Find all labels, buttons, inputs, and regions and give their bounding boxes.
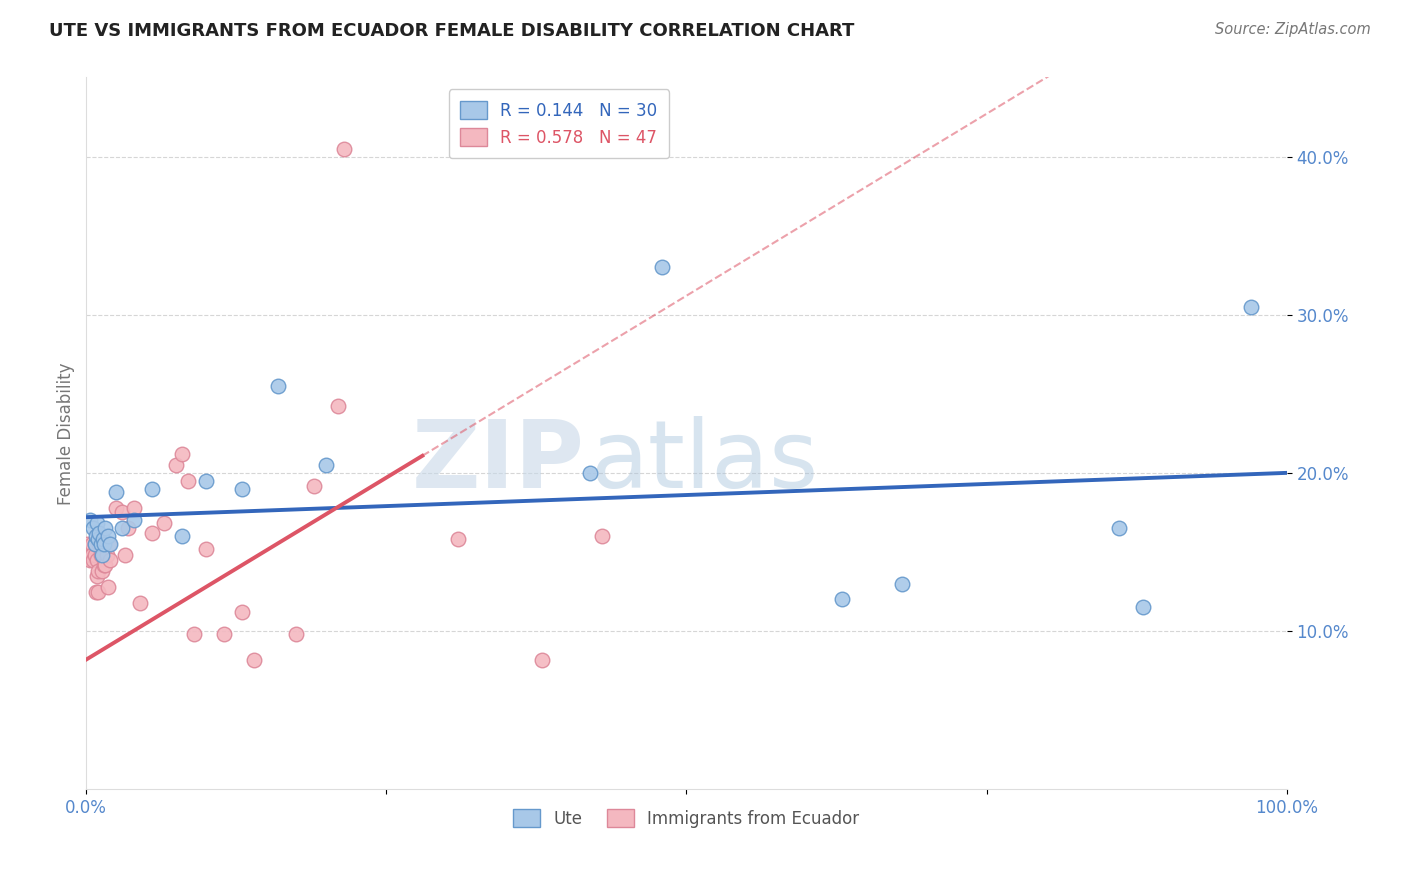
Point — [86, 568, 108, 582]
Point — [141, 482, 163, 496]
Point — [87, 584, 110, 599]
Point — [91, 533, 114, 547]
Point — [86, 553, 108, 567]
Point — [94, 521, 117, 535]
Point — [165, 458, 187, 472]
Point — [1108, 521, 1130, 535]
Point — [89, 526, 111, 541]
Point — [591, 529, 613, 543]
Point — [90, 548, 112, 562]
Point — [83, 537, 105, 551]
Legend: Ute, Immigrants from Ecuador: Ute, Immigrants from Ecuador — [506, 802, 866, 834]
Point — [94, 558, 117, 572]
Point — [285, 627, 308, 641]
Point — [531, 652, 554, 666]
Point — [172, 447, 194, 461]
Text: UTE VS IMMIGRANTS FROM ECUADOR FEMALE DISABILITY CORRELATION CHART: UTE VS IMMIGRANTS FROM ECUADOR FEMALE DI… — [49, 22, 855, 40]
Point — [97, 529, 120, 543]
Point — [98, 537, 121, 551]
Point — [111, 505, 134, 519]
Point — [304, 478, 326, 492]
Point — [1239, 300, 1261, 314]
Point — [124, 500, 146, 515]
Point — [117, 521, 139, 535]
Point — [97, 580, 120, 594]
Point — [105, 484, 128, 499]
Point — [87, 533, 110, 547]
Text: atlas: atlas — [591, 416, 818, 508]
Point — [153, 516, 176, 531]
Point — [83, 537, 105, 551]
Point — [82, 548, 104, 562]
Point — [82, 537, 104, 551]
Point — [114, 548, 136, 562]
Point — [98, 537, 121, 551]
Point — [651, 260, 673, 275]
Point — [243, 652, 266, 666]
Point — [79, 513, 101, 527]
Point — [111, 521, 134, 535]
Point — [124, 513, 146, 527]
Point — [1132, 600, 1154, 615]
Point — [84, 584, 107, 599]
Point — [315, 458, 337, 472]
Point — [183, 627, 205, 641]
Point — [96, 548, 118, 562]
Point — [231, 605, 253, 619]
Point — [82, 521, 104, 535]
Point — [89, 537, 111, 551]
Point — [195, 474, 218, 488]
Point — [214, 627, 236, 641]
Point — [90, 548, 112, 562]
Point — [333, 142, 356, 156]
Point — [79, 553, 101, 567]
Point — [195, 541, 218, 556]
Point — [328, 400, 350, 414]
Point — [105, 500, 128, 515]
Point — [141, 526, 163, 541]
Point — [93, 558, 115, 572]
Point — [90, 537, 112, 551]
Point — [84, 529, 107, 543]
Point — [891, 576, 914, 591]
Text: Source: ZipAtlas.com: Source: ZipAtlas.com — [1215, 22, 1371, 37]
Point — [267, 379, 290, 393]
Point — [231, 482, 253, 496]
Point — [129, 596, 152, 610]
Point — [80, 548, 103, 562]
Point — [177, 474, 200, 488]
Point — [91, 548, 114, 562]
Point — [93, 537, 115, 551]
Point — [447, 533, 470, 547]
Text: ZIP: ZIP — [412, 416, 585, 508]
Point — [579, 466, 602, 480]
Point — [82, 553, 104, 567]
Point — [172, 529, 194, 543]
Point — [83, 548, 105, 562]
Point — [90, 564, 112, 578]
Y-axis label: Female Disability: Female Disability — [58, 362, 75, 505]
Point — [86, 516, 108, 531]
Point — [831, 592, 853, 607]
Point — [77, 545, 100, 559]
Point — [87, 564, 110, 578]
Point — [76, 537, 98, 551]
Point — [98, 553, 121, 567]
